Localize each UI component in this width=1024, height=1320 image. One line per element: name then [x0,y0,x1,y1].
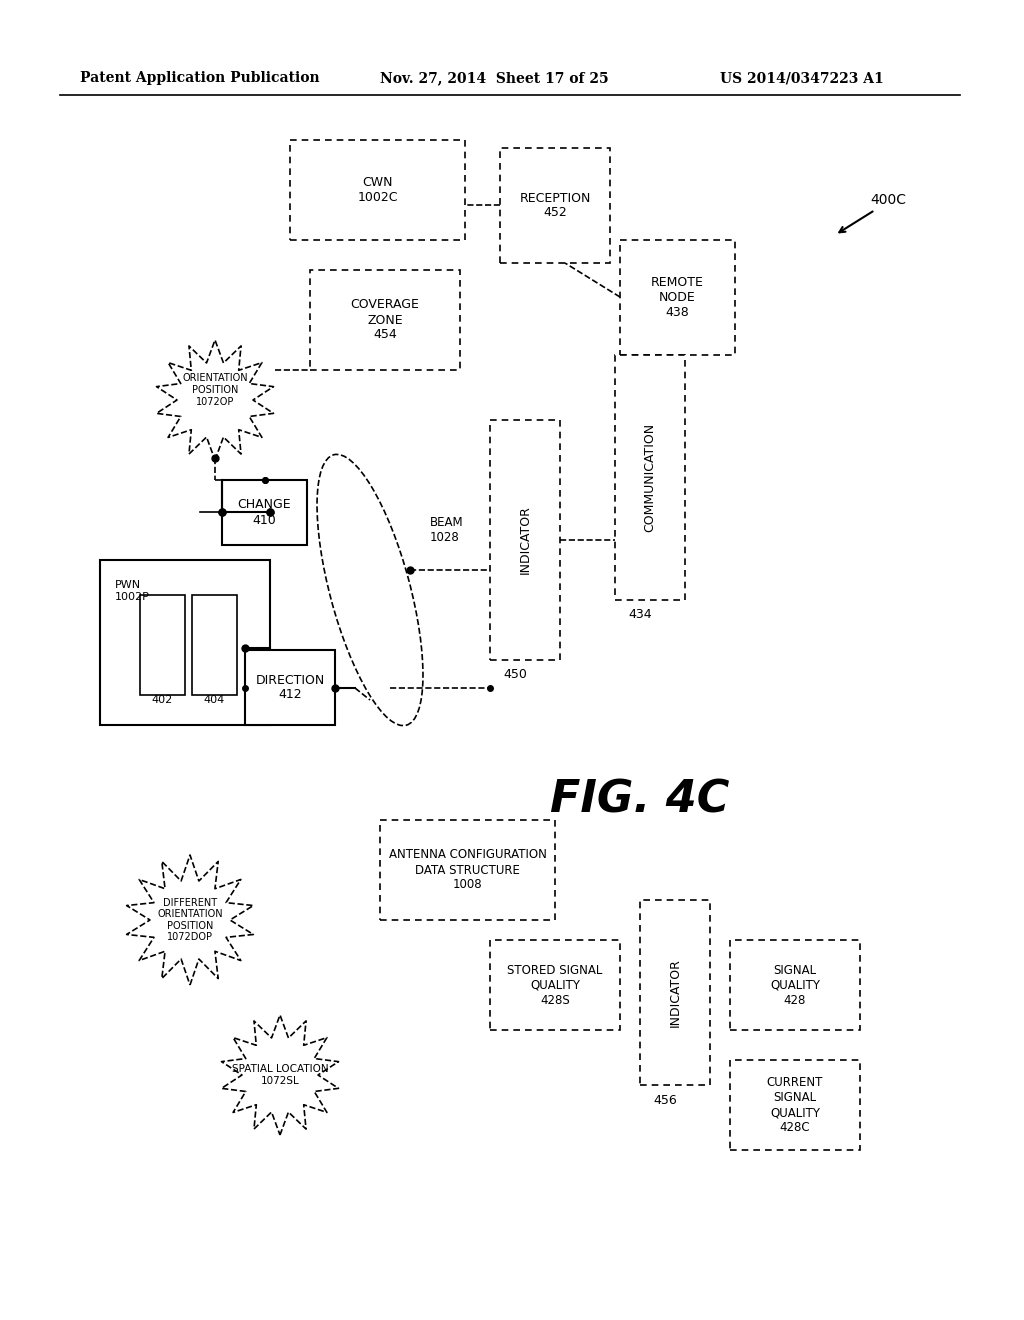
Text: REMOTE
NODE
438: REMOTE NODE 438 [651,276,703,319]
Text: SIGNAL
QUALITY
428: SIGNAL QUALITY 428 [770,964,820,1006]
FancyBboxPatch shape [310,271,460,370]
Text: Patent Application Publication: Patent Application Publication [80,71,319,84]
Text: Nov. 27, 2014  Sheet 17 of 25: Nov. 27, 2014 Sheet 17 of 25 [380,71,608,84]
FancyBboxPatch shape [193,595,237,696]
Text: DIRECTION
412: DIRECTION 412 [255,673,325,701]
Text: CURRENT
SIGNAL
QUALITY
428C: CURRENT SIGNAL QUALITY 428C [767,1076,823,1134]
Text: ANTENNA CONFIGURATION
DATA STRUCTURE
1008: ANTENNA CONFIGURATION DATA STRUCTURE 100… [388,849,547,891]
Text: 404: 404 [204,696,224,705]
FancyBboxPatch shape [245,649,335,725]
Text: 402: 402 [152,696,173,705]
FancyBboxPatch shape [290,140,465,240]
Text: BEAM
1028: BEAM 1028 [430,516,464,544]
FancyBboxPatch shape [615,355,685,601]
Text: DIFFERENT
ORIENTATION
POSITION
1072DOP: DIFFERENT ORIENTATION POSITION 1072DOP [158,898,223,942]
FancyBboxPatch shape [222,480,307,545]
Text: PWN
1002P: PWN 1002P [115,579,150,602]
Text: INDICATOR: INDICATOR [518,506,531,574]
Text: US 2014/0347223 A1: US 2014/0347223 A1 [720,71,884,84]
Text: CWN
1002C: CWN 1002C [357,176,397,205]
FancyBboxPatch shape [730,940,860,1030]
Text: SPATIAL LOCATION
1072SL: SPATIAL LOCATION 1072SL [231,1064,329,1086]
Text: 456: 456 [653,1093,677,1106]
FancyBboxPatch shape [490,940,620,1030]
Text: COMMUNICATION: COMMUNICATION [643,422,656,532]
FancyBboxPatch shape [490,420,560,660]
FancyBboxPatch shape [140,595,185,696]
FancyBboxPatch shape [640,900,710,1085]
Text: 450: 450 [503,668,527,681]
Text: 434: 434 [628,609,652,622]
Text: COVERAGE
ZONE
454: COVERAGE ZONE 454 [350,298,420,342]
Text: 400C: 400C [870,193,906,207]
FancyBboxPatch shape [380,820,555,920]
Text: CHANGE
410: CHANGE 410 [238,499,291,527]
Ellipse shape [317,454,423,726]
FancyBboxPatch shape [620,240,735,355]
FancyBboxPatch shape [100,560,270,725]
Text: STORED SIGNAL
QUALITY
428S: STORED SIGNAL QUALITY 428S [507,964,603,1006]
FancyBboxPatch shape [500,148,610,263]
Text: RECEPTION
452: RECEPTION 452 [519,191,591,219]
Text: ORIENTATION
POSITION
1072OP: ORIENTATION POSITION 1072OP [182,374,248,407]
Text: INDICATOR: INDICATOR [669,958,682,1027]
FancyBboxPatch shape [730,1060,860,1150]
Text: FIG. 4C: FIG. 4C [550,779,730,821]
